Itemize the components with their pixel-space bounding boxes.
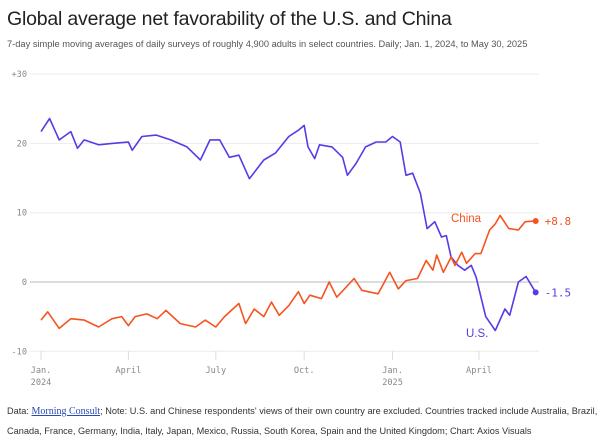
x-tick-label: April bbox=[115, 366, 141, 376]
x-tick-sublabel: 2025 bbox=[382, 378, 403, 388]
series-label-china: China bbox=[451, 213, 482, 225]
y-tick-label: 20 bbox=[17, 139, 27, 149]
series-label-us: U.S. bbox=[466, 328, 488, 340]
series-line-us bbox=[40, 117, 537, 332]
series-line-china bbox=[40, 214, 536, 330]
footer-note: ; Note: U.S. and Chinese respondents' vi… bbox=[7, 406, 598, 436]
x-tick-label: July bbox=[205, 366, 226, 376]
data-prefix: Data: bbox=[7, 406, 32, 416]
x-tick-label: Jan. bbox=[382, 366, 403, 376]
chart-title: Global average net favorability of the U… bbox=[7, 8, 452, 30]
end-label-china: +8.8 bbox=[545, 215, 572, 228]
y-tick-label: -10 bbox=[11, 347, 27, 357]
source-link[interactable]: Morning Consult bbox=[31, 406, 101, 417]
chart-subtitle: 7-day simple moving averages of daily su… bbox=[7, 39, 528, 49]
x-tick-label: Jan. bbox=[31, 366, 52, 376]
x-tick-sublabel: 2024 bbox=[31, 378, 52, 388]
end-point-china bbox=[532, 218, 539, 225]
end-label-us: -1.5 bbox=[545, 286, 572, 299]
end-point-us bbox=[532, 289, 539, 296]
chart-footer: Data: Morning Consult; Note: U.S. and Ch… bbox=[7, 402, 602, 441]
y-tick-label: 10 bbox=[17, 209, 27, 219]
line-chart: +30 20 10 0 -10 Jan. 2024 April July Oct. Jan. 202… bbox=[11, 70, 572, 388]
x-tick-label: Oct. bbox=[294, 366, 315, 376]
y-tick-label: 0 bbox=[22, 278, 27, 288]
x-tick-label: April bbox=[466, 366, 492, 376]
y-tick-label: +30 bbox=[11, 70, 27, 80]
